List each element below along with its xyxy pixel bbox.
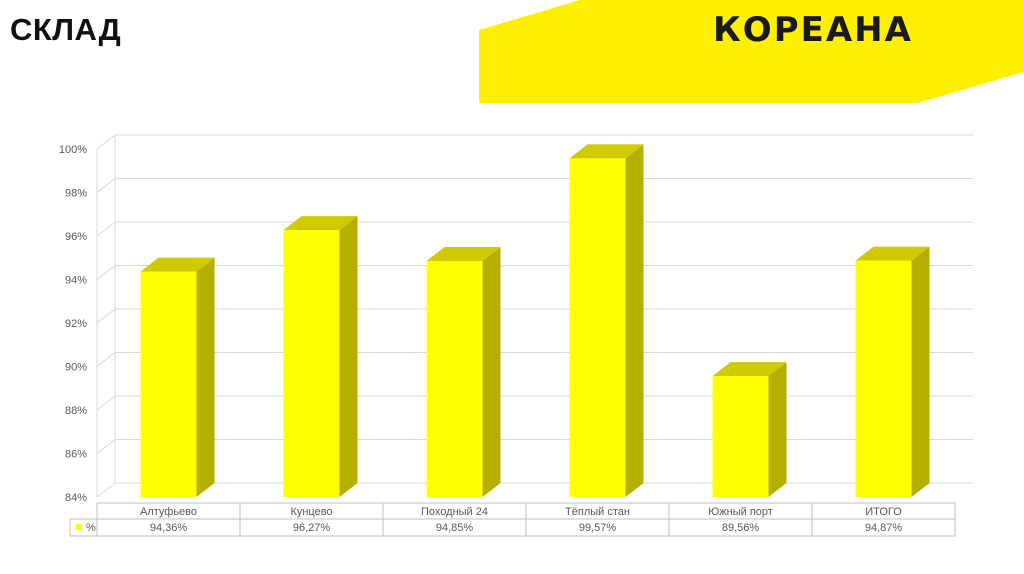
banner-shape <box>479 0 1024 103</box>
y-tick-label: 96% <box>65 231 87 243</box>
gridline-depth <box>96 221 116 237</box>
bar-side <box>625 144 644 498</box>
bar-side <box>482 247 501 497</box>
data-label: 94,87% <box>865 522 903 534</box>
y-tick-label: 88% <box>65 405 87 417</box>
y-tick-label: 84% <box>65 492 87 504</box>
bar-top <box>426 247 501 262</box>
header-banner <box>479 0 1024 103</box>
bar-top <box>855 246 930 261</box>
gridline-depth <box>96 439 116 454</box>
category-label: Алтуфьево <box>140 506 197 518</box>
y-tick-label: 86% <box>65 449 87 461</box>
company-logo: КОРЕАНА <box>713 10 913 50</box>
gridline-depth <box>96 352 116 367</box>
bar[interactable] <box>855 260 912 497</box>
data-label: 94,36% <box>150 522 188 534</box>
data-label: 89,56% <box>722 522 760 534</box>
y-tick-label: 98% <box>65 188 87 200</box>
gridline-depth <box>96 395 116 411</box>
y-tick-label: 100% <box>59 144 87 156</box>
category-label: Южный порт <box>708 506 773 518</box>
y-tick-label: 90% <box>65 362 87 374</box>
gridline-depth <box>96 265 116 280</box>
gridline-depth <box>96 134 116 150</box>
gridline-depth <box>96 308 116 324</box>
bar-side <box>196 257 215 497</box>
bar-side <box>768 362 787 497</box>
bar[interactable] <box>140 271 197 497</box>
gridline-depth <box>96 482 116 498</box>
bar-top <box>283 216 358 231</box>
bar-top <box>140 257 215 272</box>
data-label: 96,27% <box>293 522 331 534</box>
bar-side <box>339 216 358 497</box>
category-label: Походный 24 <box>421 506 488 518</box>
bar[interactable] <box>426 261 483 497</box>
bar-top <box>712 362 787 377</box>
category-label: ИТОГО <box>865 506 902 518</box>
gridline-depth <box>96 178 116 193</box>
y-tick-label: 92% <box>65 318 87 330</box>
bar-side <box>911 246 930 497</box>
category-label: Тёплый стан <box>565 506 630 518</box>
bar[interactable] <box>712 376 769 497</box>
data-label: 99,57% <box>579 522 617 534</box>
y-tick-label: 94% <box>65 275 87 287</box>
bar[interactable] <box>283 230 340 497</box>
category-label: Кунцево <box>290 506 332 518</box>
slide-title: СКЛАД <box>10 12 122 47</box>
bar[interactable] <box>569 158 626 498</box>
bar-top <box>569 144 644 159</box>
legend-label: % <box>86 522 96 534</box>
data-label: 94,85% <box>436 522 474 534</box>
legend-swatch <box>76 524 82 530</box>
